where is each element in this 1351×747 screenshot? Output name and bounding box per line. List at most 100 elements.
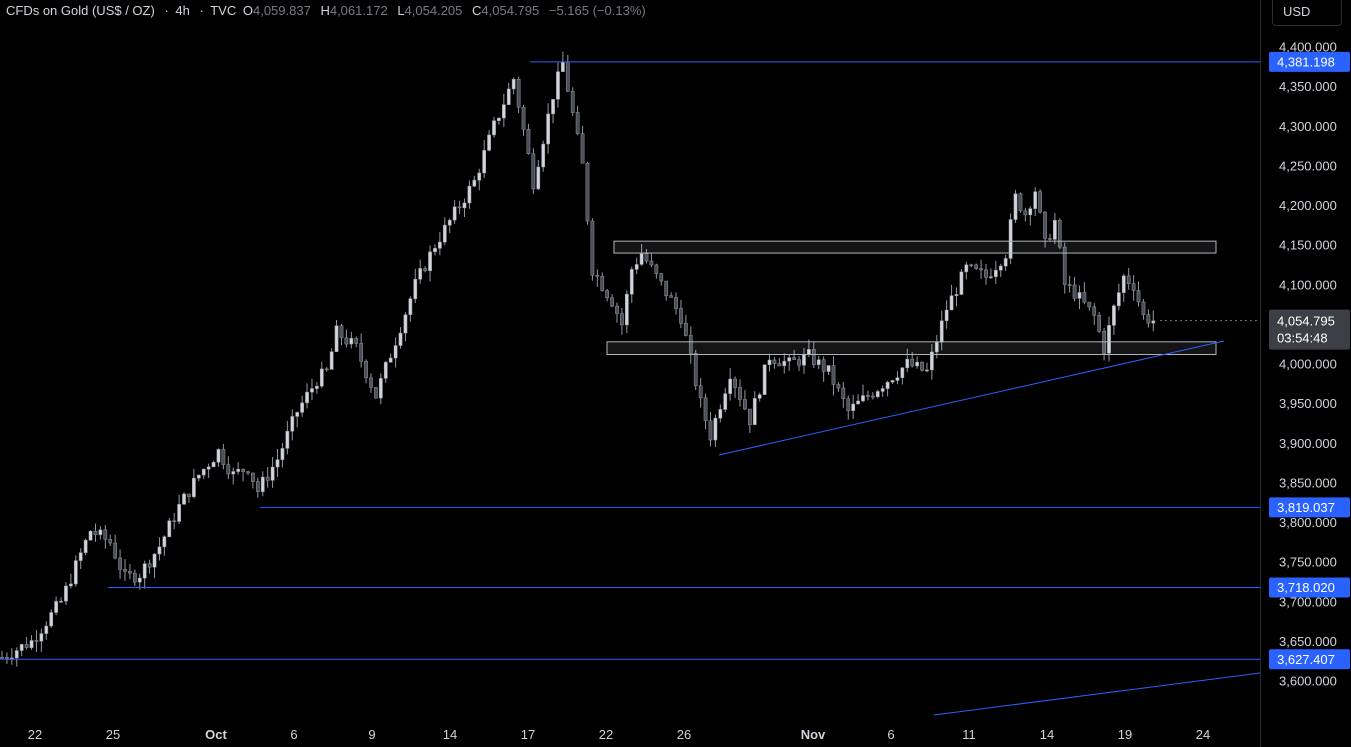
time-axis[interactable]: 22 25 Oct 6 9 14 17 22 26 Nov 6 11 14 19 24 [0,720,1260,747]
candle-body [954,294,959,296]
interval-label[interactable]: 4h [175,3,190,18]
candle-body [1146,314,1151,324]
price-level-tag-label: 3,718.020 [1277,580,1335,595]
candle-body [206,466,211,470]
candle [236,462,241,475]
price-level-tag-label: 4,381.198 [1277,54,1335,69]
candle-body [452,206,457,221]
candle [684,314,688,337]
candle-body [895,377,900,381]
candle [998,263,1003,278]
candle [861,384,865,403]
candle-body [669,295,673,298]
candle [989,268,993,280]
candle-body [743,399,747,410]
candle-body [1057,219,1062,248]
candle-body [152,553,157,568]
candle-body [511,78,516,90]
candle [718,404,723,423]
candle [590,218,595,281]
candle-body [108,539,113,544]
candle-body [1082,292,1087,303]
candle-body [684,323,688,336]
price-level-tag-bg [1269,577,1350,598]
candle-body [310,388,314,393]
candle-body [167,520,172,538]
candle-body [492,120,496,136]
candle-body [772,359,777,364]
chart-area[interactable] [0,0,1260,720]
candle-body [989,276,993,278]
candle [885,380,890,397]
candle-body [733,378,737,388]
candle [270,456,275,488]
candle [123,559,127,581]
candle [521,104,526,136]
price-tick-label: 3,950.000 [1279,396,1337,411]
candle-body [487,134,491,151]
candle-body [634,264,639,270]
candle-body [1033,191,1038,209]
candle [870,392,875,400]
candle-body [315,385,319,389]
candle-body [802,354,806,366]
price-axis[interactable]: 4,400.000 4,350.000 4,300.000 4,250.000 4,20… [1260,0,1351,747]
candle [285,421,290,455]
candle [467,180,472,209]
close-value: 4,054.795 [481,3,540,18]
candle-body [162,536,167,548]
candle [669,292,673,298]
candle [246,470,250,476]
candle [964,261,969,280]
price-level-tag: 4,381.198 [1269,51,1350,72]
candle [0,651,4,659]
candle [629,266,634,303]
price-tick-label: 3,750.000 [1279,555,1337,570]
candle [679,299,683,329]
candle-body [846,398,851,411]
symbol-name[interactable]: CFDs on Gold (US$ / OZ) [6,3,155,18]
candle [674,292,678,315]
candle [708,411,713,447]
separator: · [199,3,204,18]
price-tick-label: 3,650.000 [1279,634,1337,649]
candle [777,357,782,367]
candle [334,320,339,353]
candle [1087,301,1092,311]
candle [895,371,900,385]
candle-body [925,369,929,372]
candle [83,538,88,556]
candle [826,365,831,376]
candle [182,492,186,505]
currency-button[interactable]: USD [1272,0,1342,26]
candle-body [718,409,723,419]
candle [462,198,467,218]
candle-body [334,325,339,352]
candle-body [1067,284,1072,286]
candle [841,381,846,408]
candle-body [674,297,678,309]
time-tick-label: 17 [521,727,535,742]
price-tick-label: 4,150.000 [1279,238,1337,253]
candle [374,387,378,399]
candle [1038,189,1042,214]
candle-body [693,353,698,386]
candlestick-chart[interactable] [0,0,1260,720]
candle-body [388,357,393,363]
candle [851,394,856,419]
candle [664,280,669,301]
candle-body [949,295,954,311]
candle-body [19,644,24,651]
candle [703,393,708,430]
candle-body [836,384,841,389]
candle-body [679,308,683,324]
candle-body [738,387,742,400]
candle [580,125,585,164]
candle-body [369,377,373,388]
candle-body [1131,283,1136,291]
candle [447,218,452,234]
candle-body [890,380,895,383]
candle-body [1023,210,1028,216]
candle-body [98,529,103,535]
candle-body [698,385,703,399]
